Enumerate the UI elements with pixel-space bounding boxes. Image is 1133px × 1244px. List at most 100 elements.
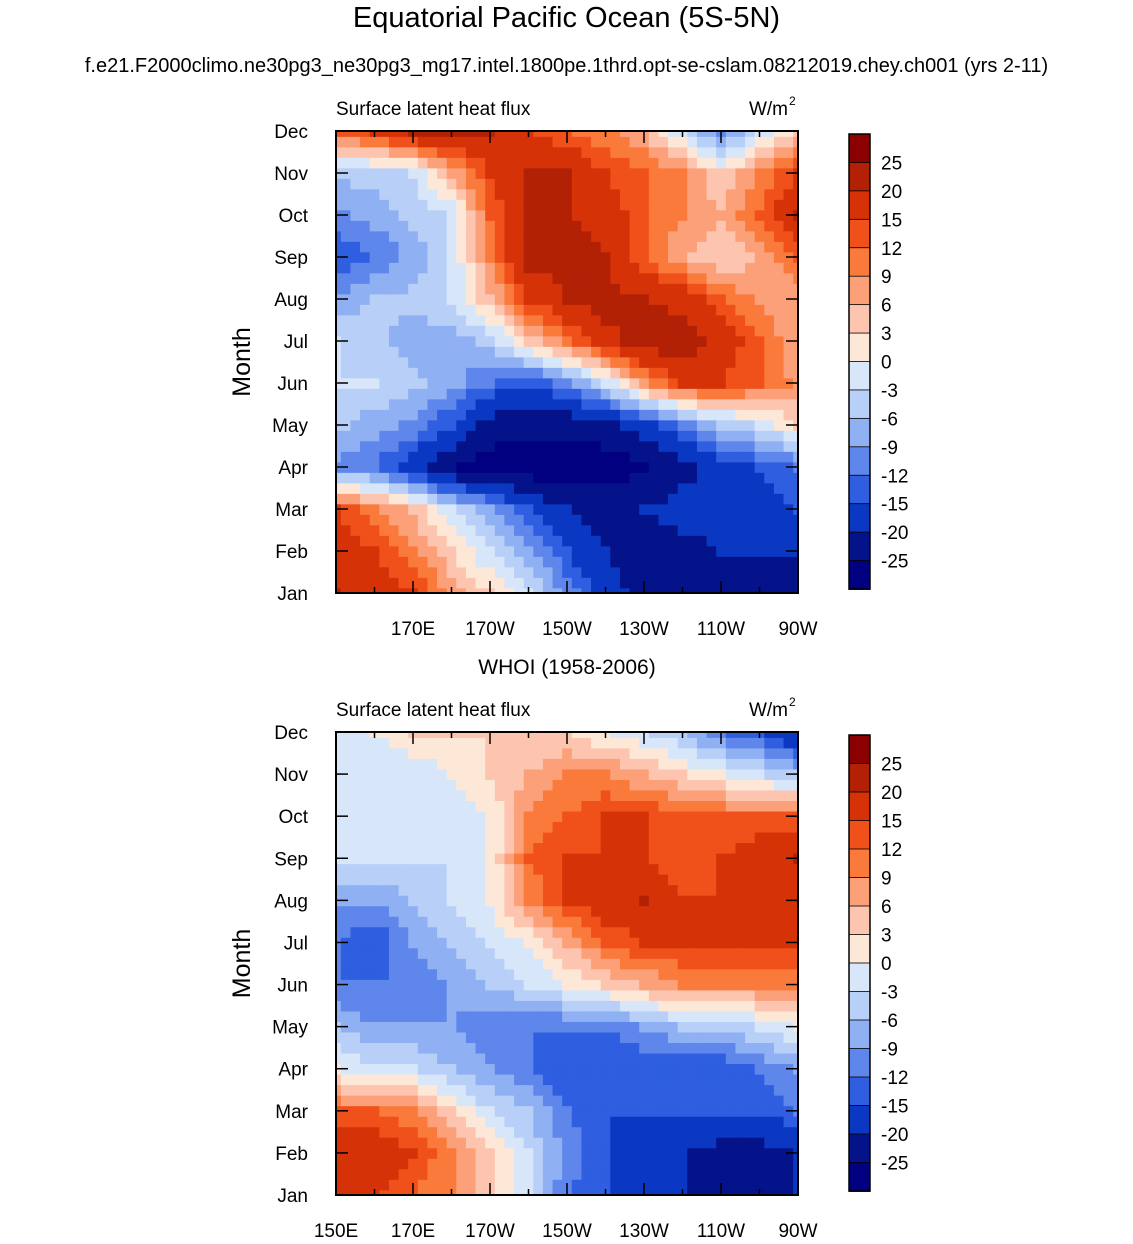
- heatmap-cell: [754, 556, 765, 568]
- heatmap-cell: [504, 535, 515, 547]
- heatmap-cell: [446, 556, 457, 568]
- heatmap-cell: [591, 937, 602, 949]
- heatmap-cell: [745, 178, 756, 190]
- heatmap-cell: [677, 461, 688, 473]
- heatmap-cell: [696, 1116, 708, 1128]
- heatmap-cell: [360, 1095, 371, 1107]
- heatmap-cell: [716, 947, 727, 959]
- heatmap-cell: [369, 937, 380, 949]
- heatmap-cell: [658, 779, 669, 791]
- heatmap-cell: [793, 157, 798, 169]
- heatmap-cell: [485, 356, 496, 368]
- heatmap-cell: [639, 157, 650, 169]
- heatmap-cell: [369, 514, 380, 526]
- heatmap-cell: [610, 1189, 621, 1195]
- heatmap-cell: [336, 1126, 342, 1138]
- heatmap-cell: [571, 577, 583, 589]
- heatmap-cell: [485, 167, 496, 179]
- heatmap-cell: [591, 1126, 602, 1138]
- heatmap-cell: [494, 853, 506, 865]
- heatmap-cell: [360, 430, 371, 442]
- heatmap-cell: [591, 209, 602, 221]
- heatmap-cell: [591, 230, 602, 242]
- heatmap-cell: [764, 566, 775, 578]
- heatmap-cell: [581, 884, 592, 896]
- heatmap-cell: [437, 1052, 448, 1065]
- heatmap-cell: [369, 1147, 380, 1159]
- heatmap-cell: [677, 926, 688, 938]
- heatmap-cell: [687, 293, 698, 305]
- heatmap-cell: [427, 325, 438, 337]
- heatmap-cell: [427, 758, 438, 770]
- heatmap-cell: [494, 1052, 506, 1065]
- heatmap-cell: [571, 199, 583, 211]
- heatmap-cell: [648, 1095, 660, 1107]
- heatmap-cell: [610, 747, 621, 759]
- heatmap-cell: [591, 514, 602, 526]
- heatmap-cell: [725, 304, 737, 316]
- heatmap-cell: [639, 1084, 650, 1096]
- heatmap-cell: [754, 874, 765, 886]
- heatmap-cell: [754, 461, 765, 473]
- heatmap-cell: [610, 220, 621, 232]
- heatmap-cell: [783, 440, 794, 452]
- heatmap-cell: [562, 524, 573, 536]
- heatmap-cell: [793, 1126, 798, 1138]
- heatmap-cell: [427, 293, 438, 305]
- heatmap-cell: [658, 167, 669, 179]
- heatmap-cell: [552, 419, 563, 431]
- heatmap-cell: [619, 947, 631, 959]
- heatmap-cell: [591, 1010, 602, 1022]
- heatmap-cell: [600, 905, 611, 917]
- heatmap-cell: [398, 335, 409, 347]
- heatmap-cell: [494, 356, 506, 368]
- heatmap-cell: [648, 979, 660, 991]
- heatmap-cell: [408, 419, 419, 431]
- heatmap-cell: [716, 1126, 727, 1138]
- heatmap-cell: [648, 821, 660, 833]
- heatmap-cell: [754, 472, 765, 484]
- heatmap-cell: [494, 514, 506, 526]
- heatmap-cell: [504, 989, 515, 1001]
- heatmap-cell: [793, 356, 798, 368]
- heatmap-cell: [523, 1031, 534, 1044]
- heatmap-cell: [658, 989, 669, 1001]
- heatmap-cell: [600, 356, 611, 368]
- heatmap-cell: [629, 895, 640, 907]
- heatmap-cell: [735, 251, 746, 263]
- heatmap-cell: [629, 874, 640, 886]
- heatmap-cell: [427, 356, 438, 368]
- heatmap-cell: [581, 131, 592, 137]
- heatmap-cell: [754, 230, 765, 242]
- heatmap-cell: [668, 842, 679, 854]
- heatmap-cell: [639, 1105, 650, 1117]
- heatmap-cell: [542, 853, 554, 865]
- heatmap-cell: [465, 884, 477, 896]
- heatmap-cell: [417, 937, 429, 949]
- heatmap-cell: [360, 356, 371, 368]
- heatmap-cell: [629, 178, 640, 190]
- heatmap-cell: [725, 524, 737, 536]
- heatmap-cell: [562, 937, 573, 949]
- heatmap-cell: [485, 863, 496, 875]
- heatmap-cell: [658, 768, 669, 780]
- heatmap-cell: [668, 1137, 679, 1149]
- heatmap-cell: [735, 230, 746, 242]
- heatmap-cell: [591, 1147, 602, 1159]
- heatmap-cell: [571, 409, 583, 421]
- heatmap-cell: [668, 188, 679, 200]
- heatmap-cell: [658, 335, 669, 347]
- heatmap-cell: [369, 398, 380, 410]
- heatmap-cell: [725, 1158, 737, 1170]
- heatmap-cell: [552, 1042, 563, 1054]
- heatmap-cell: [619, 989, 631, 1001]
- heatmap-cell: [600, 768, 611, 780]
- heatmap-cell: [427, 587, 438, 593]
- heatmap-cell: [369, 1052, 380, 1065]
- heatmap-cell: [446, 167, 457, 179]
- heatmap-cell: [745, 304, 756, 316]
- heatmap-cell: [764, 461, 775, 473]
- heatmap-cell: [716, 325, 727, 337]
- heatmap-cell: [552, 1116, 563, 1128]
- heatmap-cell: [725, 314, 737, 326]
